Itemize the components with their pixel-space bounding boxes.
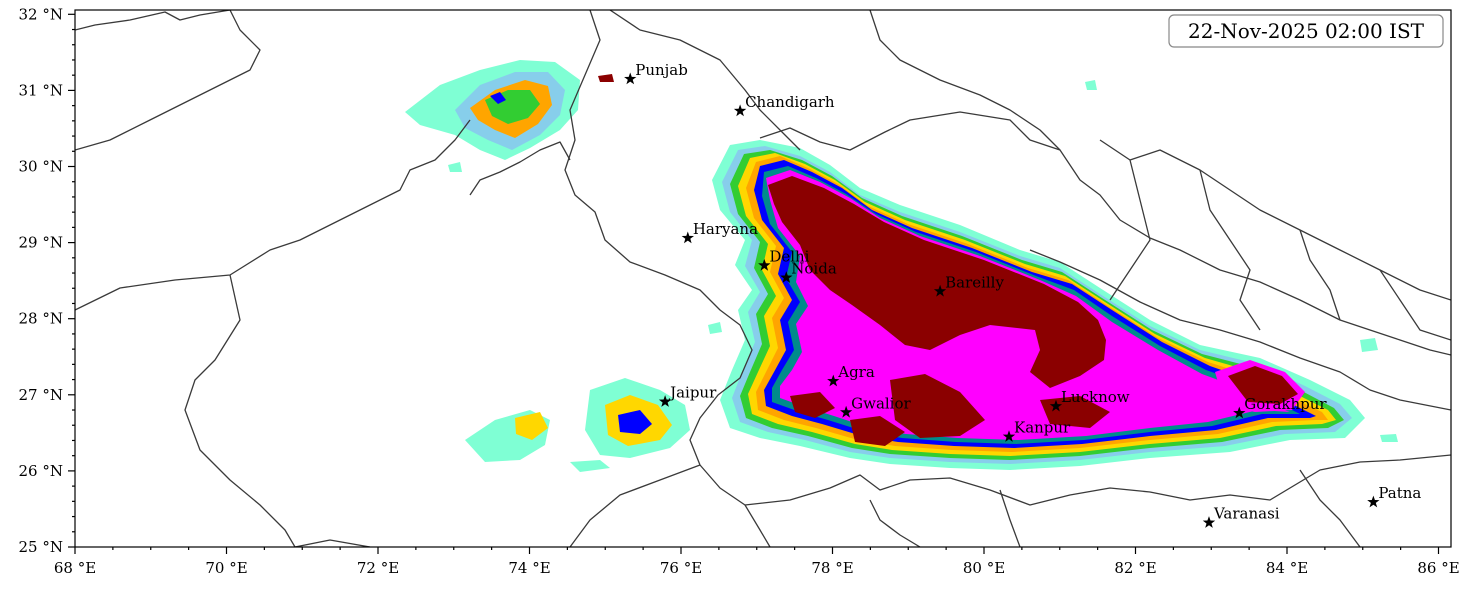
field-raj-south [570,460,610,472]
field-jaipur-3 [618,410,652,434]
field-core-east-dark [1228,366,1298,404]
border-nepal-1 [759,111,1451,356]
city-label: Haryana [693,220,758,238]
y-tick-label: 31 °N [19,81,63,99]
x-tick-label: 76 °E [660,559,702,577]
field-core-south-1 [890,374,985,438]
y-tick-label: 26 °N [19,462,63,480]
city-label: Noida [791,260,837,278]
city-marker-star [1233,406,1246,419]
x-tick-label: 84 °E [1266,559,1308,577]
y-tick-label: 28 °N [19,310,63,328]
plot-frame [74,9,1452,548]
border-west-2 [75,10,261,151]
city-marker-star [681,231,694,244]
field-punjab-6 [598,74,614,82]
city-label: Agra [837,363,875,381]
border-pak-1 [75,119,471,311]
border-mp [569,464,701,547]
city-marker-star [1049,399,1063,412]
x-tick-label: 74 °E [508,559,550,577]
border-state-1 [609,10,801,151]
x-tick-label: 70 °E [205,559,247,577]
border-state-5 [1299,229,1341,321]
city-label: Punjab [635,61,688,79]
x-tick-label: 72 °E [357,559,399,577]
border-west [75,10,231,31]
border-east-1 [1109,159,1151,301]
x-tick-label: 82 °E [1114,559,1156,577]
city-label: Varanasi [1213,505,1280,523]
city-marker-star [780,271,793,283]
city-marker-star [624,72,637,85]
city-marker-star [827,374,840,387]
y-tick-label: 25 °N [19,538,63,556]
y-axis: 25 °N 26 °N 27 °N 28 °N 29 °N 30 °N 31 °N 32 °N [19,5,75,556]
border-state-3 [1099,139,1451,301]
city-label: Lucknow [1061,388,1130,406]
border-rajasthan-2 [294,539,371,547]
city-label: Kanpur [1014,419,1071,437]
field-core-south-2 [850,416,905,446]
border-rajasthan [184,274,296,547]
city-marker-star [1202,516,1216,528]
y-tick-label: 29 °N [19,234,63,252]
border-south-2 [999,489,1021,547]
timestamp-box: 22-Nov-2025 02:00 IST [1168,14,1444,48]
city-label: Jaipur [668,384,717,402]
city-label: Chandigarh [745,93,835,111]
x-tick-label: 86 °E [1417,559,1459,577]
y-tick-label: 32 °N [19,5,63,23]
y-tick-label: 27 °N [19,386,63,404]
border-east-2 [1299,469,1361,547]
border-up-south [744,454,1451,506]
boundary-lines [75,10,1451,547]
city-label: Bareilly [945,273,1004,291]
y-tick-label: 30 °N [19,158,63,176]
x-tick-label: 80 °E [963,559,1005,577]
city-marker-star [840,405,853,418]
field-level-9-core [768,176,1106,388]
field-core-south-3 [1040,396,1110,428]
border-state-2 [869,10,1061,151]
field-punjab-5 [490,92,506,104]
field-cell-2 [1085,80,1097,90]
city-label: Gwalior [851,394,911,412]
x-tick-label: 78 °E [811,559,853,577]
border-south-1 [869,499,921,547]
city-marker-star [1002,430,1016,442]
city-marker-star [1367,495,1380,508]
border-nepal-2 [1029,249,1451,411]
border-pak-2 [469,141,571,196]
city-marker-star [658,395,672,407]
field-cell-6 [448,162,462,172]
city-label: Patna [1378,484,1421,502]
timestamp-label: 22-Nov-2025 02:00 IST [1188,19,1425,43]
field-cell-3 [1360,338,1378,352]
city-marker-star [733,104,747,117]
border-state-4 [1199,169,1261,331]
city-label: Delhi [769,247,809,265]
city-marker-star [933,284,947,297]
x-tick-label: 68 °E [54,559,96,577]
border-east-3 [1379,269,1451,341]
city-label: Gorakhpur [1244,395,1327,413]
field-cell-4 [1380,434,1398,442]
city-marker-star [758,258,771,271]
field-core-south-4 [790,392,835,418]
field-cell-1 [708,322,722,334]
x-axis: 68 °E 70 °E 72 °E 74 °E 76 °E 78 °E 80 °E 82 °E… [54,547,1460,577]
border-international [564,10,771,547]
rainfall-field [405,38,1436,472]
field-raj-west-2 [515,412,548,440]
timestamp-frame [1168,14,1444,48]
